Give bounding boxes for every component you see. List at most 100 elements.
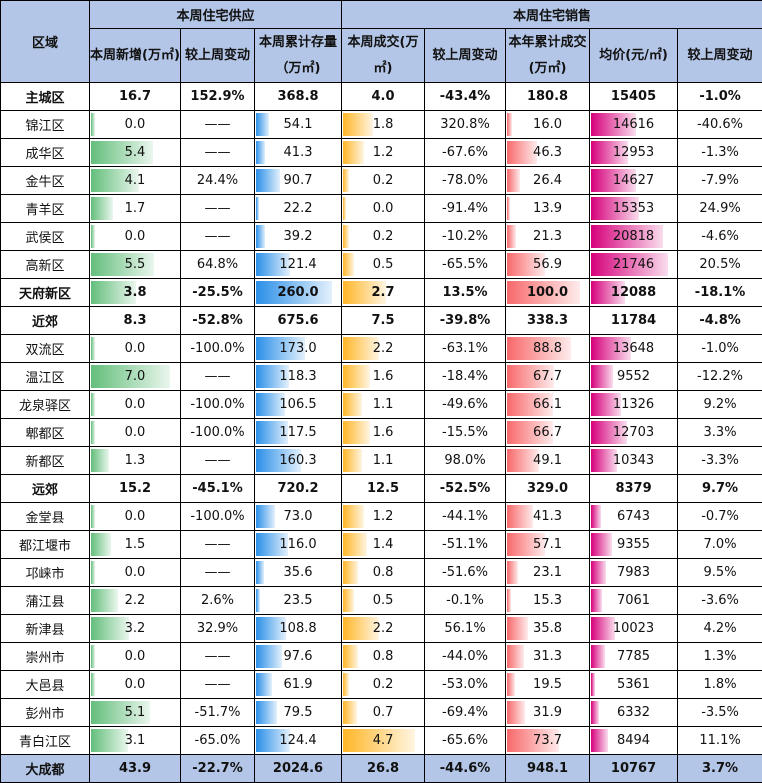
cell-value: -51.1% xyxy=(442,537,488,552)
data-bar xyxy=(91,729,128,752)
cell-newchg: 152.9% xyxy=(181,83,255,111)
cell-new: 3.1 xyxy=(90,727,181,755)
cell-ytd: 15.3 xyxy=(506,587,590,615)
cell-value: 329.0 xyxy=(527,481,568,496)
data-bar xyxy=(256,169,280,192)
cell-new: 1.5 xyxy=(90,531,181,559)
cell-name: 大邑县 xyxy=(1,671,90,699)
cell-value: 12.5 xyxy=(367,481,399,496)
cell-new: 0.0 xyxy=(90,419,181,447)
cell-newchg: —— xyxy=(181,111,255,139)
header-col: 本周累计存量（万㎡) xyxy=(255,29,342,83)
data-bar xyxy=(507,645,524,668)
cell-value: 1.6 xyxy=(373,425,394,440)
data-bar xyxy=(256,589,260,612)
cell-value: 5.1 xyxy=(125,705,146,720)
cell-deal: 0.2 xyxy=(342,167,425,195)
data-bar xyxy=(256,113,269,136)
cell-value: 90.7 xyxy=(284,173,313,188)
cell-stock: 260.0 xyxy=(255,279,342,307)
cell-value: —— xyxy=(205,369,231,384)
cell-value: 66.1 xyxy=(533,397,562,412)
cell-ytd: 31.3 xyxy=(506,643,590,671)
cell-value: -12.2% xyxy=(697,369,743,384)
cell-name: 远郊 xyxy=(1,475,90,503)
cell-newchg: -25.5% xyxy=(181,279,255,307)
cell-dealchg: -44.0% xyxy=(425,643,506,671)
cell-ytd: 46.3 xyxy=(506,139,590,167)
cell-value: 23.1 xyxy=(533,565,562,580)
data-bar xyxy=(507,589,511,612)
cell-value: 0.8 xyxy=(373,565,394,580)
cell-price: 15405 xyxy=(590,83,678,111)
cell-value: 12088 xyxy=(611,285,656,300)
cell-value: 100.0 xyxy=(527,285,568,300)
cell-value: 57.1 xyxy=(533,537,562,552)
cell-value: 948.1 xyxy=(527,761,568,776)
cell-value: 高新区 xyxy=(25,259,64,274)
cell-price: 20818 xyxy=(590,223,678,251)
cell-value: 0.0 xyxy=(125,649,146,664)
cell-value: -25.5% xyxy=(192,285,243,300)
cell-value: 0.0 xyxy=(125,425,146,440)
cell-new: 0.0 xyxy=(90,391,181,419)
data-bar xyxy=(256,561,264,584)
cell-value: 4.2% xyxy=(704,621,737,636)
cell-value: 1.8 xyxy=(373,117,394,132)
data-bar xyxy=(256,645,282,668)
header-col: 较上周变动 xyxy=(425,29,506,83)
data-bar xyxy=(256,505,275,528)
cell-value: 41.3 xyxy=(284,145,313,160)
cell-pricechg: 24.9% xyxy=(678,195,762,223)
cell-value: 124.4 xyxy=(279,733,316,748)
cell-value: 320.8% xyxy=(440,117,490,132)
cell-value: 64.8% xyxy=(197,257,238,272)
cell-value: -44.1% xyxy=(442,509,488,524)
cell-value: -100.0% xyxy=(190,509,244,524)
cell-value: 26.4 xyxy=(533,173,562,188)
cell-value: 4.7 xyxy=(373,733,394,748)
cell-value: -91.4% xyxy=(442,201,488,216)
header-col: 本周成交(万㎡) xyxy=(342,29,425,83)
cell-value: 1.3% xyxy=(704,649,737,664)
cell-dealchg: -39.8% xyxy=(425,307,506,335)
cell-stock: 54.1 xyxy=(255,111,342,139)
cell-value: 2024.6 xyxy=(273,761,323,776)
cell-value: 66.7 xyxy=(533,425,562,440)
cell-dealchg: -51.1% xyxy=(425,531,506,559)
cell-name: 崇州市 xyxy=(1,643,90,671)
cell-value: —— xyxy=(205,201,231,216)
cell-value: 1.2 xyxy=(373,145,394,160)
cell-name: 金牛区 xyxy=(1,167,90,195)
cell-value: 崇州市 xyxy=(25,651,64,666)
cell-dealchg: -78.0% xyxy=(425,167,506,195)
cell-newchg: —— xyxy=(181,223,255,251)
cell-value: —— xyxy=(205,117,231,132)
cell-value: 106.5 xyxy=(279,397,316,412)
cell-value: -51.6% xyxy=(442,565,488,580)
cell-pricechg: -0.7% xyxy=(678,503,762,531)
cell-deal: 1.8 xyxy=(342,111,425,139)
cell-deal: 12.5 xyxy=(342,475,425,503)
cell-value: 1.1 xyxy=(373,397,394,412)
cell-price: 11784 xyxy=(590,307,678,335)
cell-value: -100.0% xyxy=(190,341,244,356)
cell-stock: 61.9 xyxy=(255,671,342,699)
cell-value: 108.8 xyxy=(279,621,316,636)
data-bar xyxy=(591,729,608,752)
data-bar xyxy=(507,505,533,528)
cell-value: -1.0% xyxy=(699,89,740,104)
cell-price: 12703 xyxy=(590,419,678,447)
cell-pricechg: -40.6% xyxy=(678,111,762,139)
cell-value: 0.0 xyxy=(373,201,394,216)
cell-value: 15.3 xyxy=(533,593,562,608)
cell-stock: 23.5 xyxy=(255,587,342,615)
